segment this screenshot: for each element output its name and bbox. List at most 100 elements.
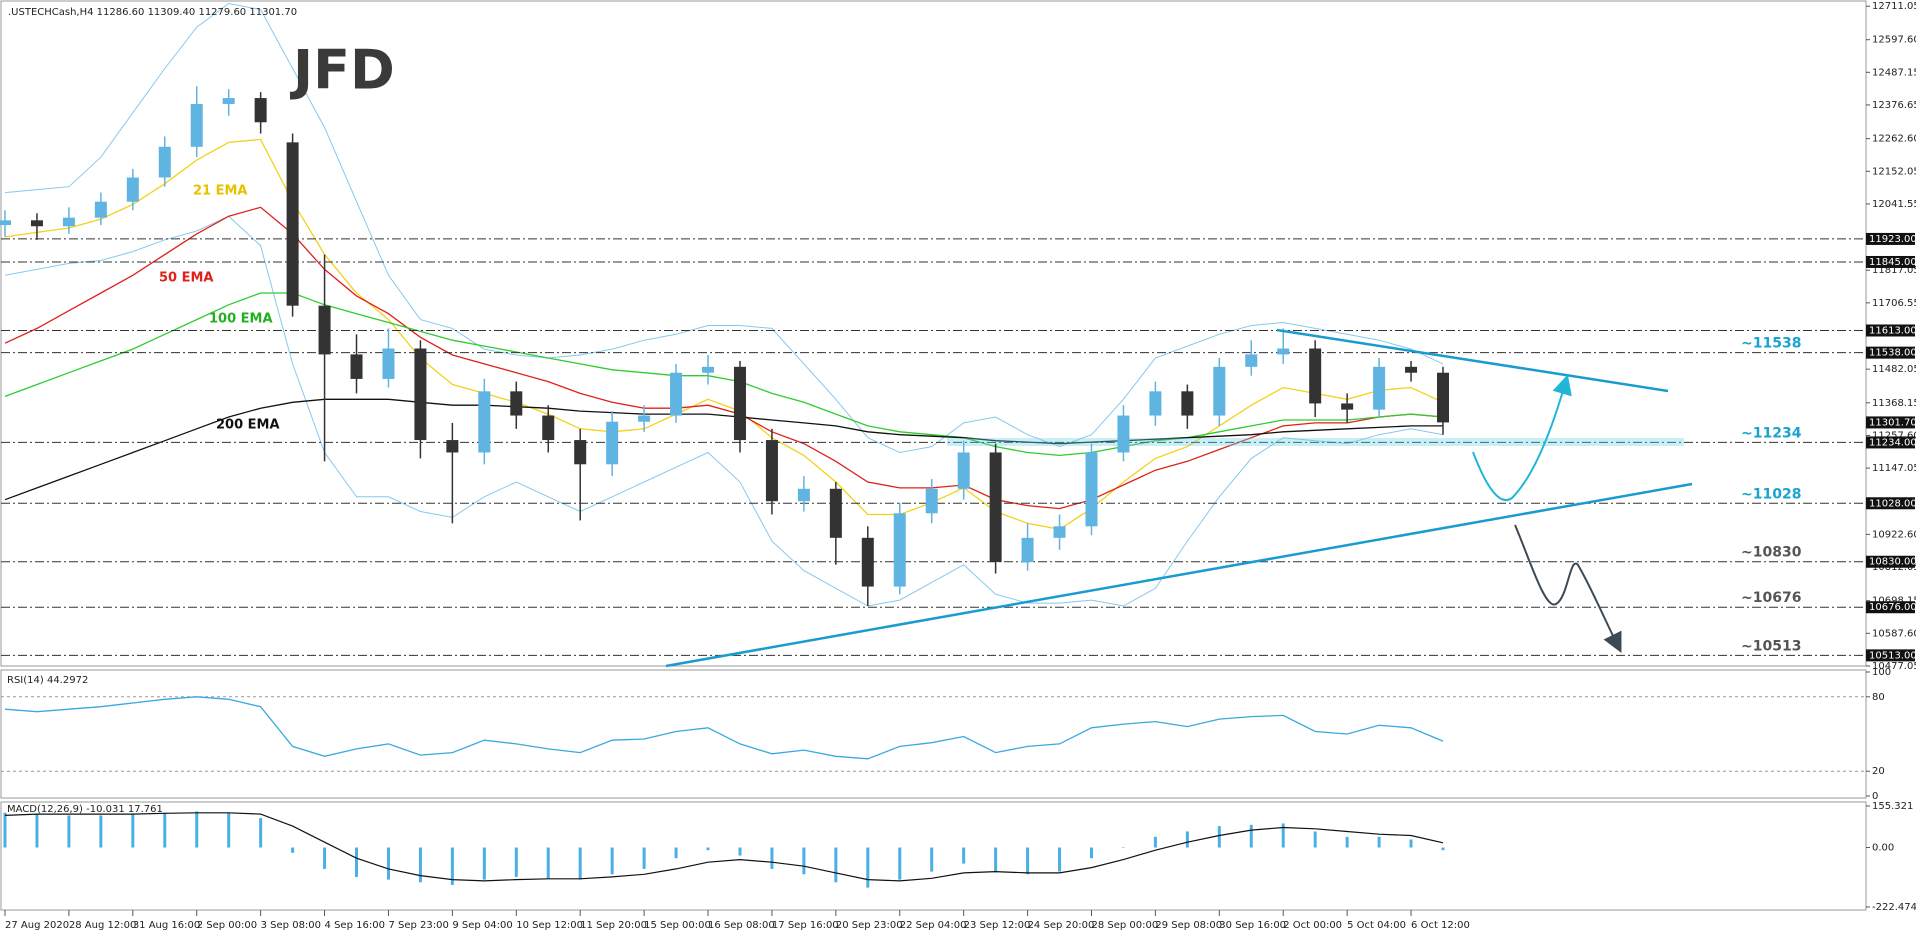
x-tick-label: 2 Oct 00:00	[1283, 920, 1342, 931]
y-tick-label: 10922.60	[1872, 529, 1916, 540]
y-tick-label: 100	[1872, 667, 1891, 678]
macd-bar	[1313, 831, 1317, 848]
candle-body	[829, 488, 842, 538]
plot	[0, 86, 1449, 888]
candle-body	[893, 513, 906, 587]
level-note: ~11538	[1741, 336, 1801, 352]
macd-bar	[1153, 836, 1157, 848]
macd-bar	[1089, 847, 1093, 859]
candle-body	[1213, 366, 1226, 416]
trendline	[665, 482, 1693, 668]
macd-bar	[1409, 839, 1413, 848]
macd-bar	[1026, 847, 1030, 875]
macd-bar	[1377, 836, 1381, 848]
y-tick-label: 155.321	[1872, 801, 1913, 812]
y-tick-label: 12041.55	[1872, 199, 1916, 210]
macd-bar	[386, 847, 390, 880]
x-tick-label: 6 Oct 12:00	[1411, 920, 1470, 931]
y-tick-label: 12376.65	[1872, 100, 1916, 111]
y-tick-label: 11368.15	[1872, 398, 1916, 409]
signal-line	[4, 812, 1444, 882]
ema-label: 100 EMA	[209, 312, 273, 327]
level-note: ~11234	[1741, 425, 1802, 441]
y-tick-label: 0	[1872, 791, 1878, 802]
macd-bar	[482, 847, 486, 880]
y-tick-label: 12711.05	[1872, 1, 1916, 12]
ema-line	[4, 206, 1444, 510]
logo: JFD	[289, 39, 395, 102]
scenario-arrow	[1514, 524, 1622, 653]
level-box	[1866, 324, 1915, 337]
macd-bar	[418, 847, 422, 883]
level-box	[1866, 555, 1915, 568]
candle-body	[158, 146, 171, 178]
rsi-title: RSI(14) 44.2972	[7, 675, 88, 686]
macd-bar	[67, 815, 71, 848]
candle-body	[765, 440, 778, 502]
level-label: 11613.00	[1869, 325, 1916, 336]
candle-body	[1085, 452, 1098, 527]
macd-bar	[610, 847, 614, 875]
candle-body	[446, 440, 459, 453]
macd-bar	[834, 847, 838, 883]
macd-bar	[674, 847, 678, 859]
candle-body	[957, 452, 970, 489]
ema-label: 200 EMA	[216, 418, 280, 433]
candle-body	[382, 348, 395, 379]
x-tick-label: 28 Sep 00:00	[1091, 920, 1158, 931]
x-tick-label: 2 Sep 00:00	[197, 920, 257, 931]
level-label: 11234.00	[1869, 437, 1916, 448]
macd-bar	[898, 847, 902, 880]
candle-body	[350, 354, 363, 379]
ema-line	[4, 138, 1444, 530]
level-box	[1866, 436, 1915, 449]
macd-bar	[323, 847, 327, 869]
macd-bar	[770, 847, 774, 869]
y-tick-label: 10698.15	[1872, 596, 1916, 607]
level-note: ~10830	[1741, 545, 1802, 561]
trendline	[1276, 328, 1669, 393]
x-tick-label: 17 Sep 16:00	[772, 920, 839, 931]
level-box	[1866, 497, 1915, 510]
y-tick-label: 12487.15	[1872, 67, 1916, 78]
axes: 12711.05 12597.60 12487.15 12376.65 12262.60…	[4, 1, 1916, 931]
candle-body	[190, 103, 203, 147]
overlays-under	[1, 2, 1866, 772]
last-price-box	[1866, 416, 1915, 429]
y-tick-label: 11706.55	[1872, 298, 1916, 309]
candle-body	[1405, 366, 1418, 373]
x-tick-label: 9 Sep 04:00	[452, 920, 512, 931]
macd-bar	[355, 847, 359, 877]
macd-bar	[706, 847, 710, 851]
candle-body	[638, 415, 651, 422]
x-tick-label: 16 Sep 08:00	[708, 920, 775, 931]
x-tick-label: 5 Oct 04:00	[1347, 920, 1406, 931]
macd-bar	[802, 847, 806, 875]
macd-bar	[546, 847, 550, 879]
candle-body	[670, 372, 683, 416]
candle-body	[0, 220, 11, 226]
candle-body	[1277, 348, 1290, 355]
y-tick-label: 11257.60	[1872, 430, 1916, 441]
rsi-line	[4, 696, 1444, 760]
y-tick-label: 11482.05	[1872, 364, 1916, 375]
candle-body	[702, 366, 715, 373]
candle-body	[925, 488, 938, 514]
candle-body	[606, 421, 619, 465]
level-label: 11538.00	[1869, 348, 1916, 359]
candle-body	[414, 348, 427, 441]
level-label: 11028.00	[1869, 498, 1916, 509]
level-label: 11923.00	[1869, 234, 1916, 245]
x-tick-label: 7 Sep 23:00	[388, 920, 448, 931]
y-tick-label: 12262.60	[1872, 134, 1916, 145]
candle-body	[222, 98, 235, 104]
candle-body	[1245, 354, 1258, 367]
level-label: 10830.00	[1869, 557, 1916, 568]
macd-bar	[1345, 836, 1349, 848]
last-price-label: 11301.70	[1869, 417, 1916, 428]
x-tick-label: 20 Sep 23:00	[836, 920, 903, 931]
macd-bar	[994, 847, 998, 872]
candle-body	[542, 415, 555, 441]
macd-bar	[259, 818, 263, 848]
